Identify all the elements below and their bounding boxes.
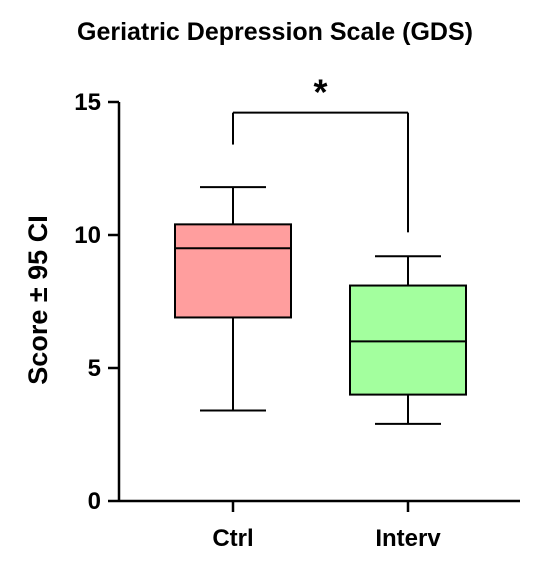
chart-title: Geriatric Depression Scale (GDS) [77, 18, 473, 46]
y-tick-label: 5 [88, 355, 101, 382]
box-ctrl [174, 223, 292, 319]
plot-area: 0 5 10 15 Ctrl Interv * [74, 72, 520, 552]
category-label-interv: Interv [375, 525, 441, 552]
box-interv [349, 284, 467, 396]
y-tick-label: 15 [74, 89, 101, 116]
significance-label: * [313, 72, 327, 113]
y-axis-label: Score ± 95 CI [23, 215, 53, 384]
y-tick-label: 0 [88, 488, 101, 515]
category-label-ctrl: Ctrl [212, 525, 253, 552]
y-tick-label: 10 [74, 222, 101, 249]
